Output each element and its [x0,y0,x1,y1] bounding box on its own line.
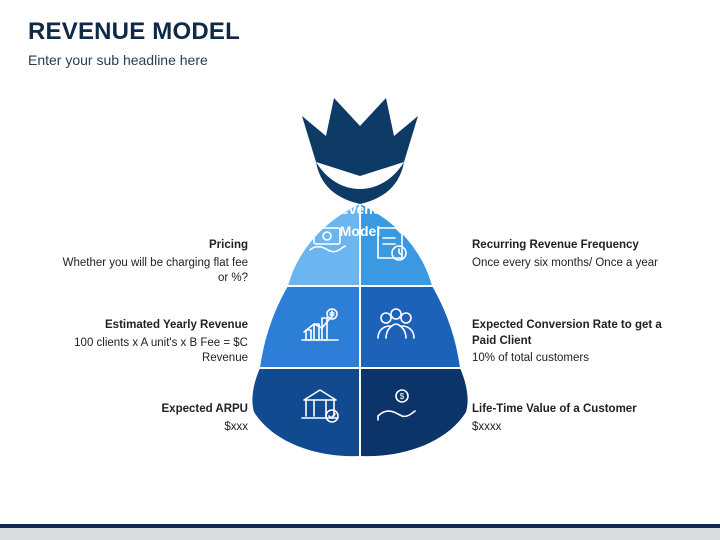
callout-l2-body: 100 clients x A unit's x B Fee = $C Reve… [74,337,248,365]
footer-base [0,528,720,540]
callout-r3: Life-Time Value of a Customer $xxxx [472,402,662,435]
seg-r2 [360,286,460,368]
callout-r2: Expected Conversion Rate to get a Paid C… [472,318,662,367]
callout-r2-title: Expected Conversion Rate to get a Paid C… [472,318,662,349]
callout-r1-body: Once every six months/ Once a year [472,257,658,269]
slide: REVENUE MODEL Enter your sub headline he… [0,0,720,540]
callout-r3-title: Life-Time Value of a Customer [472,402,662,418]
callout-l1: Pricing Whether you will be charging fla… [58,238,248,287]
callout-l3: Expected ARPU $xxx [58,402,248,435]
footer [0,524,720,540]
header: REVENUE MODEL Enter your sub headline he… [0,0,720,68]
svg-text:$: $ [400,392,405,401]
callout-l1-title: Pricing [58,238,248,254]
callout-l1-body: Whether you will be charging flat fee or… [63,257,248,285]
callout-l3-body: $xxx [224,421,248,433]
seg-r1 [360,204,432,286]
callout-r3-body: $xxxx [472,421,501,433]
callout-r1-title: Recurring Revenue Frequency [472,238,662,254]
callout-l2: Estimated Yearly Revenue 100 clients x A… [58,318,248,367]
page-title: REVENUE MODEL [28,18,692,46]
callout-l2-title: Estimated Yearly Revenue [58,318,248,334]
callout-l3-title: Expected ARPU [58,402,248,418]
callout-r2-body: 10% of total customers [472,352,589,364]
page-subtitle: Enter your sub headline here [28,52,692,68]
diagram-stage: $ Revenue Model Pricing Whether you will… [0,80,720,518]
callout-r1: Recurring Revenue Frequency Once every s… [472,238,662,271]
seg-l1 [288,204,360,286]
bag-crown [302,98,418,176]
